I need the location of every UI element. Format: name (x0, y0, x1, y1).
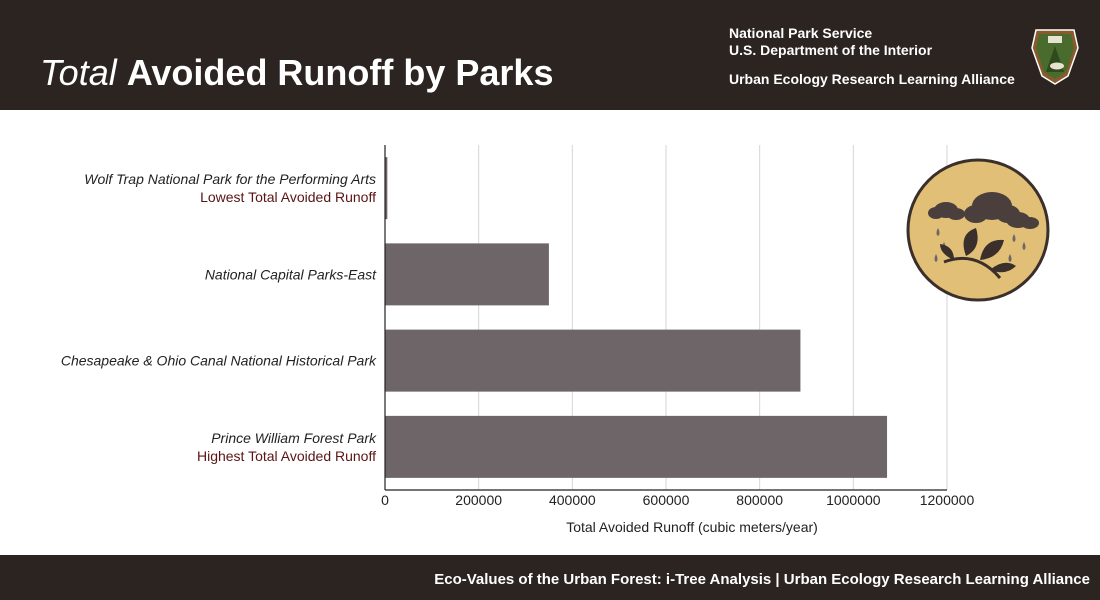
x-axis-title: Total Avoided Runoff (cubic meters/year) (566, 519, 818, 535)
footer-text: Eco-Values of the Urban Forest: i-Tree A… (434, 571, 1090, 588)
x-tick-label: 800000 (736, 492, 783, 508)
title-light: Total (40, 52, 117, 93)
rain-cloud-leaf-icon (906, 158, 1050, 302)
tick-labels: 0 200000 400000 600000 800000 1000000 1200000 (381, 492, 974, 508)
x-tick-label: 400000 (549, 492, 596, 508)
header-bar: Total Avoided Runoff by Parks National P… (0, 0, 1100, 110)
x-tick-label: 600000 (643, 492, 690, 508)
bar (385, 415, 888, 478)
page-title: Total Avoided Runoff by Parks (40, 52, 553, 94)
x-tick-label: 1000000 (826, 492, 881, 508)
x-tick-label: 0 (381, 492, 389, 508)
axes (384, 145, 947, 491)
org-name: National Park Service (729, 25, 873, 41)
category-note: Lowest Total Avoided Runoff (200, 189, 376, 205)
bar-chart: Wolf Trap National Park for the Performi… (61, 145, 974, 535)
nps-arrowhead-logo-icon (1031, 29, 1079, 85)
footer-bar: Eco-Values of the Urban Forest: i-Tree A… (0, 555, 1100, 600)
category-label: National Capital Parks-East (205, 266, 377, 282)
category-label: Prince William Forest Park (211, 430, 377, 446)
category-label: Wolf Trap National Park for the Performi… (84, 171, 376, 187)
org-alliance: Urban Ecology Research Learning Alliance (729, 71, 1015, 87)
title-bold: Avoided Runoff by Parks (126, 52, 554, 93)
bars (385, 157, 888, 478)
category-note: Highest Total Avoided Runoff (197, 448, 376, 464)
bar (385, 243, 549, 306)
x-tick-label: 1200000 (920, 492, 975, 508)
bar (385, 157, 388, 220)
org-department: U.S. Department of the Interior (729, 42, 933, 58)
x-tick-label: 200000 (455, 492, 502, 508)
category-labels: Wolf Trap National Park for the Performi… (61, 171, 377, 464)
bar (385, 329, 801, 392)
category-label: Chesapeake & Ohio Canal National Histori… (61, 353, 377, 369)
